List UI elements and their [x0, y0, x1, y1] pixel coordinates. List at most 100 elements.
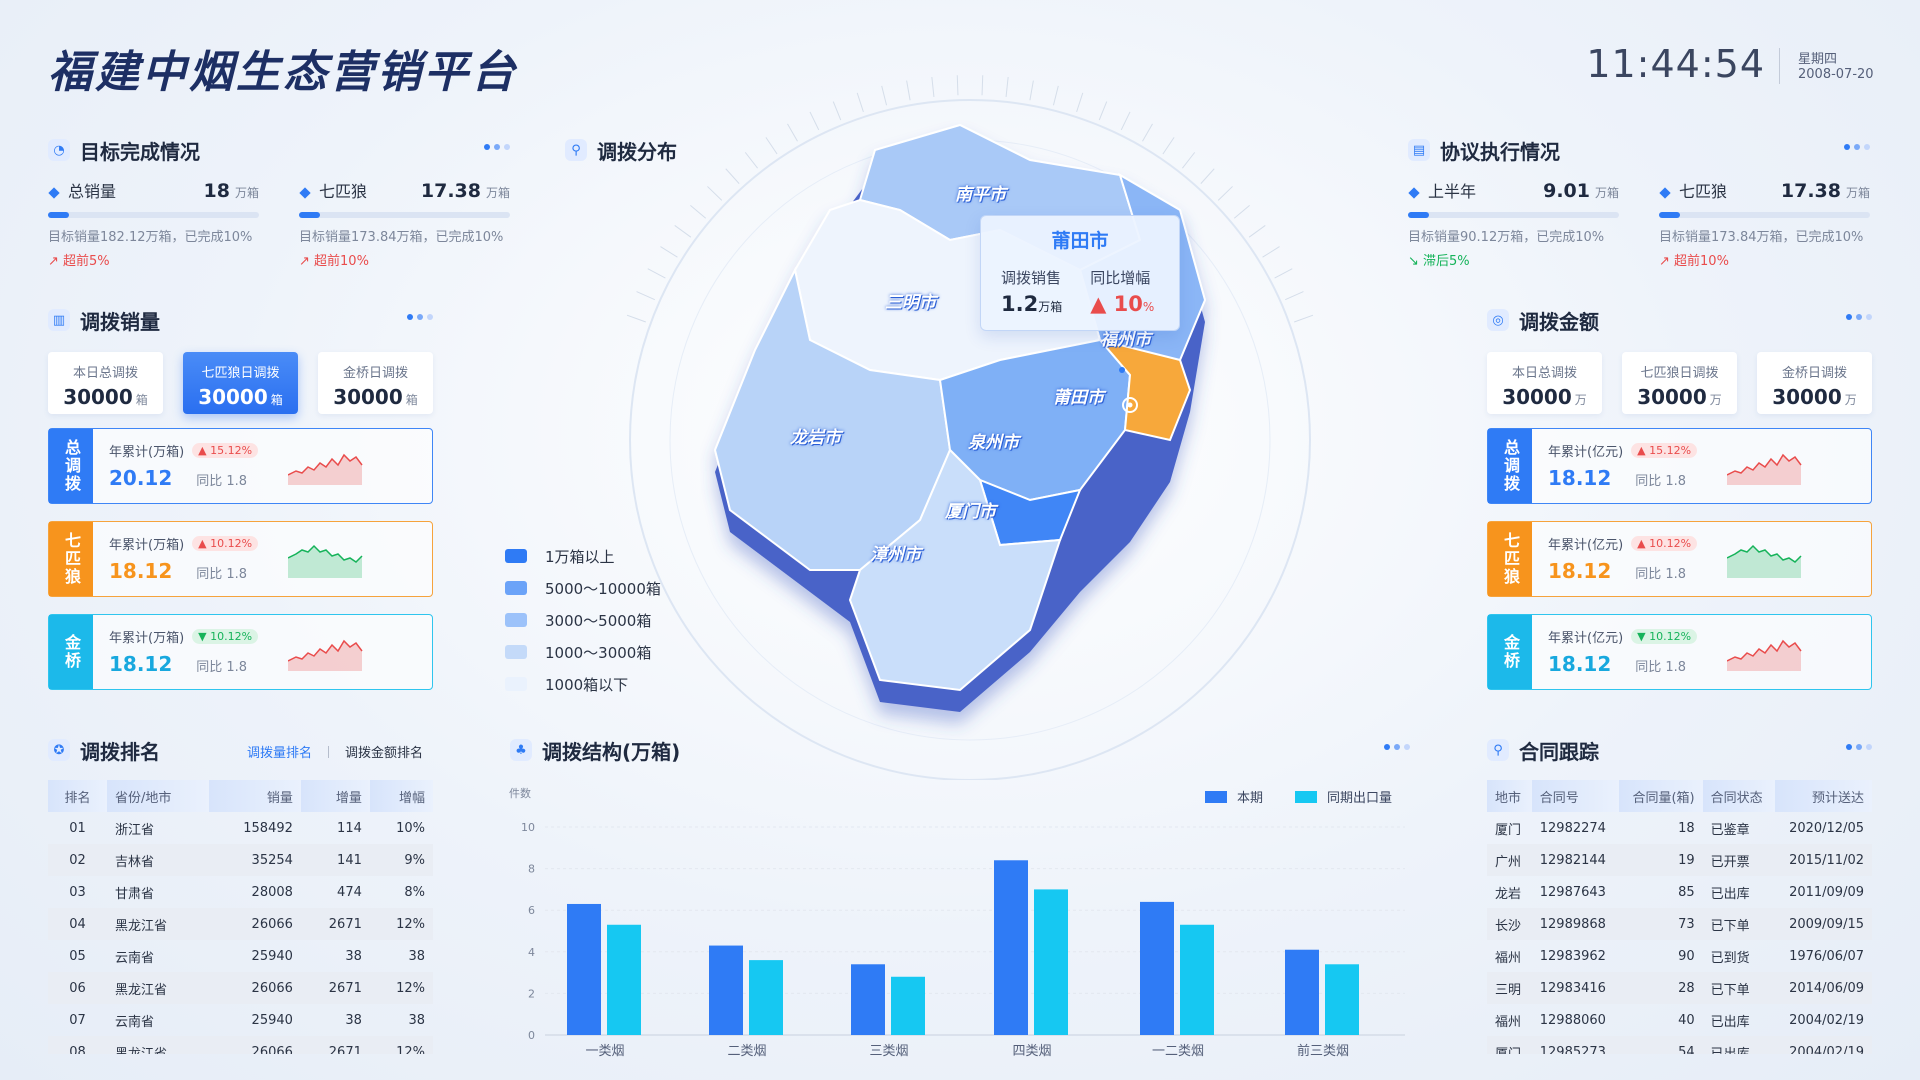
cumulative-card[interactable]: 总调拨 年累计(万箱) ▲ 15.12% 20.12 同比 1.8 [48, 428, 433, 504]
daily-label: 七匹狼日调拨 [201, 366, 280, 381]
table-row[interactable]: 三明 12983416 28 已下单 2014/06/09 [1487, 972, 1872, 1004]
alloc-sales-header: ▥ 调拨销量 [48, 306, 433, 334]
card-side-label: 总调拨 [49, 429, 93, 503]
more-dots-icon[interactable] [1844, 144, 1870, 150]
city-label-quanzhou[interactable]: 泉州市 [968, 433, 1019, 453]
column-header[interactable]: 省份/地市 [107, 780, 209, 812]
column-header[interactable]: 增幅 [369, 780, 433, 812]
table-cell: 1976/06/07 [1789, 948, 1864, 964]
trend-up-icon: ↗ [1659, 254, 1675, 269]
table-row[interactable]: 06 黑龙江省 26066 2671 12% [48, 972, 433, 1004]
table-cell: 12987643 [1539, 884, 1606, 900]
city-label-xiamen[interactable]: 厦门市 [945, 502, 996, 522]
stat-label: 总销量 [68, 182, 117, 201]
city-label-nanping[interactable]: 南平市 [955, 185, 1006, 205]
bar-prior[interactable] [607, 924, 641, 1035]
table-row[interactable]: 02 吉林省 35254 141 9% [48, 844, 433, 876]
table-cell: 28 [1619, 972, 1703, 1004]
card-label: 年累计(万箱) [109, 445, 185, 460]
ranking-header: ✪ 调拨排名 调拨量排名 调拨金额排名 [48, 736, 433, 764]
region-putian[interactable] [1097, 338, 1192, 442]
more-dots-icon[interactable] [484, 144, 510, 150]
daily-stat-card[interactable]: 金桥日调拨 30000 箱 [318, 352, 433, 414]
table-cell: 2020/12/05 [1789, 820, 1864, 836]
bar-current[interactable] [1285, 949, 1319, 1035]
column-header[interactable]: 合同状态 [1702, 780, 1776, 812]
stat-label: 上半年 [1428, 182, 1477, 201]
bar-current[interactable] [994, 860, 1028, 1035]
bar-current[interactable] [567, 903, 601, 1035]
legend-swatch [1205, 791, 1227, 803]
table-row[interactable]: 厦门 12982274 18 已鉴章 2020/12/05 [1487, 812, 1872, 844]
bar-prior[interactable] [1325, 964, 1359, 1035]
bar-prior[interactable] [1034, 889, 1068, 1035]
legend-item[interactable]: 1万箱以上 [505, 540, 661, 572]
bar-current[interactable] [709, 945, 743, 1035]
more-dots-icon[interactable] [1846, 314, 1872, 320]
table-row[interactable]: 福州 12983962 90 已到货 1976/06/07 [1487, 940, 1872, 972]
table-row[interactable]: 福州 12988060 40 已出库 2004/02/19 [1487, 1004, 1872, 1036]
table-cell: 2014/06/09 [1775, 972, 1872, 1004]
cumulative-card[interactable]: 七匹狼 年累计(亿元) ▲ 10.12% 18.12 同比 1.8 [1487, 521, 1872, 597]
region-zhangzhou[interactable] [848, 448, 1062, 692]
table-row[interactable]: 厦门 12985273 54 已出库 2004/02/19 [1487, 1036, 1872, 1054]
table-row[interactable]: 03 甘肃省 28008 474 8% [48, 876, 433, 908]
tooltip-unit-sales: 万箱 [1038, 300, 1063, 314]
city-label-fuzhou[interactable]: 福州市 [1100, 330, 1151, 350]
cumulative-card[interactable]: 七匹狼 年累计(万箱) ▲ 10.12% 18.12 同比 1.8 [48, 521, 433, 597]
cumulative-card[interactable]: 总调拨 年累计(亿元) ▲ 15.12% 18.12 同比 1.8 [1487, 428, 1872, 504]
table-cell: 07 [69, 1012, 86, 1028]
legend-item[interactable]: 5000～10000箱 [505, 572, 661, 604]
city-label-putian[interactable]: 莆田市 [1053, 388, 1104, 408]
column-header[interactable]: 合同号 [1531, 780, 1620, 812]
column-header[interactable]: 预计送达 [1775, 780, 1872, 812]
legend-item[interactable]: 1000箱以下 [505, 668, 661, 700]
y-tick-label: 4 [528, 946, 535, 959]
city-label-sanming[interactable]: 三明市 [885, 293, 936, 313]
trend-up-icon: ↗ [48, 254, 64, 269]
daily-stat-card[interactable]: 本日总调拨 30000 万 [1487, 352, 1602, 414]
table-row[interactable]: 长沙 12989868 73 已下单 2009/09/15 [1487, 908, 1872, 940]
column-header[interactable]: 合同量(箱) [1619, 780, 1703, 812]
ranking-panel: ✪ 调拨排名 调拨量排名 调拨金额排名 排名 省份/地市 销量 增量 增幅 01 浙江省 15… [48, 736, 433, 1054]
column-header[interactable]: 增量 [300, 780, 370, 812]
tooltip-label-growth: 同比增幅 [1090, 269, 1151, 287]
table-cell: 85 [1678, 884, 1695, 900]
legend-item[interactable]: 1000～3000箱 [505, 636, 661, 668]
more-dots-icon[interactable] [1384, 744, 1410, 750]
daily-stat-card[interactable]: 七匹狼日调拨 30000 万 [1622, 352, 1737, 414]
table-row[interactable]: 广州 12982144 19 已开票 2015/11/02 [1487, 844, 1872, 876]
tab-volume-ranking[interactable]: 调拨量排名 [246, 746, 312, 761]
legend-item[interactable]: 3000～5000箱 [505, 604, 661, 636]
bar-current[interactable] [1140, 901, 1174, 1035]
column-header[interactable]: 地市 [1487, 780, 1532, 812]
more-dots-icon[interactable] [1846, 744, 1872, 750]
city-label-longyan[interactable]: 龙岩市 [790, 428, 841, 448]
table-row[interactable]: 01 浙江省 158492 114 10% [48, 812, 433, 844]
table-row[interactable]: 08 黑龙江省 26066 2671 12% [48, 1036, 433, 1054]
city-label-zhangzhou[interactable]: 漳州市 [870, 545, 921, 565]
legend-swatch [505, 645, 527, 659]
y-tick-label: 8 [528, 863, 535, 876]
table-row[interactable]: 07 云南省 25940 38 38 [48, 1004, 433, 1036]
table-row[interactable]: 龙岩 12987643 85 已出库 2011/09/09 [1487, 876, 1872, 908]
bar-current[interactable] [851, 964, 885, 1035]
page-title: 福建中烟生态营销平台 [48, 47, 518, 98]
table-row[interactable]: 04 黑龙江省 26066 2671 12% [48, 908, 433, 940]
cumulative-card[interactable]: 金桥 年累计(万箱) ▼ 10.12% 18.12 同比 1.8 [48, 614, 433, 690]
cumulative-card[interactable]: 金桥 年累计(亿元) ▼ 10.12% 18.12 同比 1.8 [1487, 614, 1872, 690]
daily-stat-card[interactable]: 七匹狼日调拨 30000 箱 [183, 352, 298, 414]
daily-stat-card[interactable]: 金桥日调拨 30000 万 [1757, 352, 1872, 414]
daily-stat-card[interactable]: 本日总调拨 30000 箱 [48, 352, 163, 414]
bar-prior[interactable] [891, 976, 925, 1035]
table-cell: 18 [1678, 820, 1695, 836]
more-dots-icon[interactable] [407, 314, 433, 320]
bar-prior[interactable] [749, 960, 783, 1035]
bar-prior[interactable] [1180, 924, 1214, 1035]
column-header[interactable]: 排名 [48, 780, 108, 812]
change-badge: ▲ 15.12% [192, 443, 259, 458]
card-value: 18.12 [109, 652, 173, 676]
column-header[interactable]: 销量 [208, 780, 301, 812]
tab-amount-ranking[interactable]: 调拨金额排名 [344, 746, 423, 761]
table-row[interactable]: 05 云南省 25940 38 38 [48, 940, 433, 972]
